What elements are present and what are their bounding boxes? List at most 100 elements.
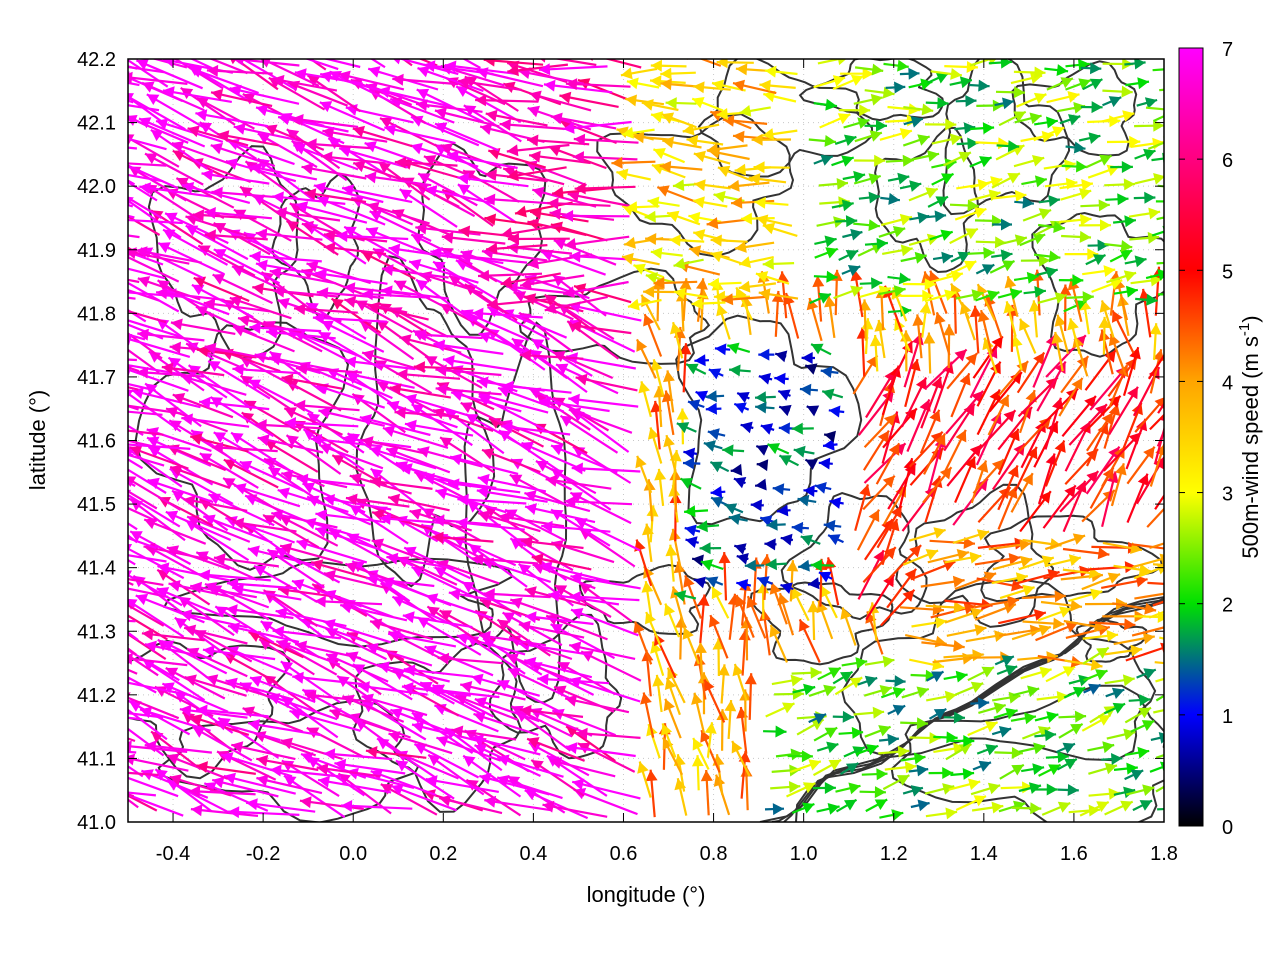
wind-arrow-shaft xyxy=(524,505,596,524)
wind-arrow-head xyxy=(897,745,910,758)
wind-arrow-head xyxy=(1124,215,1136,228)
wind-arrow-head xyxy=(803,683,816,696)
wind-arrow-head xyxy=(928,270,940,284)
wind-arrow-head xyxy=(994,236,1007,249)
wind-arrow-head xyxy=(828,405,841,418)
wind-arrow-shaft xyxy=(195,708,269,718)
wind-arrow-head xyxy=(323,748,336,761)
wind-arrow-shaft xyxy=(316,384,386,409)
wind-arrow-head xyxy=(824,135,836,147)
wind-arrow-head xyxy=(1037,726,1051,738)
wind-arrow-head xyxy=(1003,410,1016,423)
wind-arrow-shaft xyxy=(416,616,482,656)
wind-arrow-head xyxy=(460,681,473,693)
wind-arrow-head xyxy=(974,624,987,636)
wind-arrow-head xyxy=(439,794,452,807)
wind-arrow-head xyxy=(301,752,314,764)
wind-arrow-head xyxy=(991,801,1004,814)
wind-arrow-shaft xyxy=(327,137,392,179)
wind-arrow-shaft xyxy=(1152,563,1164,567)
wind-arrow-shaft xyxy=(550,115,617,130)
wind-arrow-head xyxy=(887,518,900,532)
wind-arrow-head xyxy=(872,706,885,719)
wind-arrow-head xyxy=(760,423,774,435)
wind-arrow-head xyxy=(455,693,468,706)
wind-arrow-shaft xyxy=(280,660,341,704)
wind-arrow-head xyxy=(650,359,663,372)
wind-arrow-head xyxy=(1074,710,1087,723)
wind-arrow-head xyxy=(427,606,440,618)
wind-arrow-shaft xyxy=(1147,353,1164,380)
wind-arrow-head xyxy=(524,657,537,669)
wind-arrow-head xyxy=(905,408,917,421)
wind-arrow-shaft xyxy=(139,185,213,198)
wind-arrow-shaft xyxy=(128,765,144,778)
wind-arrow-head xyxy=(1167,494,1179,506)
wind-arrow-head xyxy=(993,702,1006,714)
wind-arrow-shaft xyxy=(381,577,452,607)
wind-arrow-shaft xyxy=(249,254,322,263)
wind-arrow-head xyxy=(1054,440,1066,453)
wind-arrow-head xyxy=(342,433,355,446)
wind-arrow-head xyxy=(109,83,121,94)
wind-arrow-head xyxy=(76,529,89,540)
wind-arrow-shaft xyxy=(473,712,539,737)
wind-arrow-head xyxy=(825,247,838,259)
wind-arrow-head xyxy=(762,222,776,235)
wind-arrow-head xyxy=(277,297,290,310)
contour-line xyxy=(675,314,863,526)
wind-arrow-head xyxy=(836,178,848,190)
wind-arrow-head xyxy=(1135,575,1148,588)
wind-arrow-head xyxy=(145,153,158,165)
wind-arrow-head xyxy=(210,142,223,155)
colorbar-tick-label: 2 xyxy=(1222,595,1233,617)
wind-arrow-head xyxy=(1065,621,1078,633)
wind-arrow-head xyxy=(172,490,185,502)
wind-arrow-head xyxy=(208,361,221,372)
wind-arrow-head xyxy=(128,71,133,84)
wind-arrow-head xyxy=(1146,293,1158,306)
wind-arrow-shaft xyxy=(275,640,341,666)
wind-arrow-head xyxy=(554,685,567,697)
wind-arrow-head xyxy=(576,727,588,740)
wind-arrow-shaft xyxy=(541,524,611,533)
wind-arrow-head xyxy=(1033,609,1046,621)
wind-arrow-shaft xyxy=(572,445,632,484)
wind-arrow-head xyxy=(755,401,767,414)
wind-arrow-head xyxy=(142,659,156,671)
wind-arrow-head xyxy=(801,352,813,364)
wind-arrow-head xyxy=(524,789,538,801)
wind-arrow-shaft xyxy=(545,478,612,490)
wind-arrow-head xyxy=(729,364,741,377)
wind-arrow-head xyxy=(790,674,803,687)
wind-arrow-head xyxy=(711,496,724,508)
wind-arrow-head xyxy=(1090,62,1102,75)
wind-arrow-head xyxy=(712,79,725,92)
wind-arrow-head xyxy=(229,295,243,307)
contour-line xyxy=(1075,618,1148,663)
wind-arrow-head xyxy=(293,143,306,155)
wind-arrow-shaft xyxy=(167,356,228,399)
wind-arrow-head xyxy=(275,207,287,219)
wind-arrow-shaft xyxy=(180,611,248,629)
wind-arrow-head xyxy=(64,137,76,149)
wind-arrow-head xyxy=(845,215,858,228)
wind-arrow-shaft xyxy=(387,632,457,648)
wind-arrow-head xyxy=(187,647,200,659)
wind-arrow-head xyxy=(758,348,770,361)
wind-arrow-shaft xyxy=(487,306,550,341)
wind-arrow-head xyxy=(1011,579,1023,592)
wind-arrow-shaft xyxy=(144,643,212,660)
wind-arrow-head xyxy=(486,298,499,311)
wind-arrow-head xyxy=(1089,78,1103,90)
y-tick-label: 41.0 xyxy=(77,812,116,834)
wind-arrow-head xyxy=(731,196,743,209)
wind-arrow-shaft xyxy=(1149,542,1164,550)
wind-arrow-head xyxy=(465,414,479,425)
wind-arrow-head xyxy=(989,389,1001,402)
wind-arrow-head xyxy=(161,640,175,652)
wind-arrow-head xyxy=(537,673,549,686)
wind-arrow-head xyxy=(411,712,425,724)
wind-arrow-shaft xyxy=(201,172,270,185)
wind-arrow-head xyxy=(1159,761,1164,773)
